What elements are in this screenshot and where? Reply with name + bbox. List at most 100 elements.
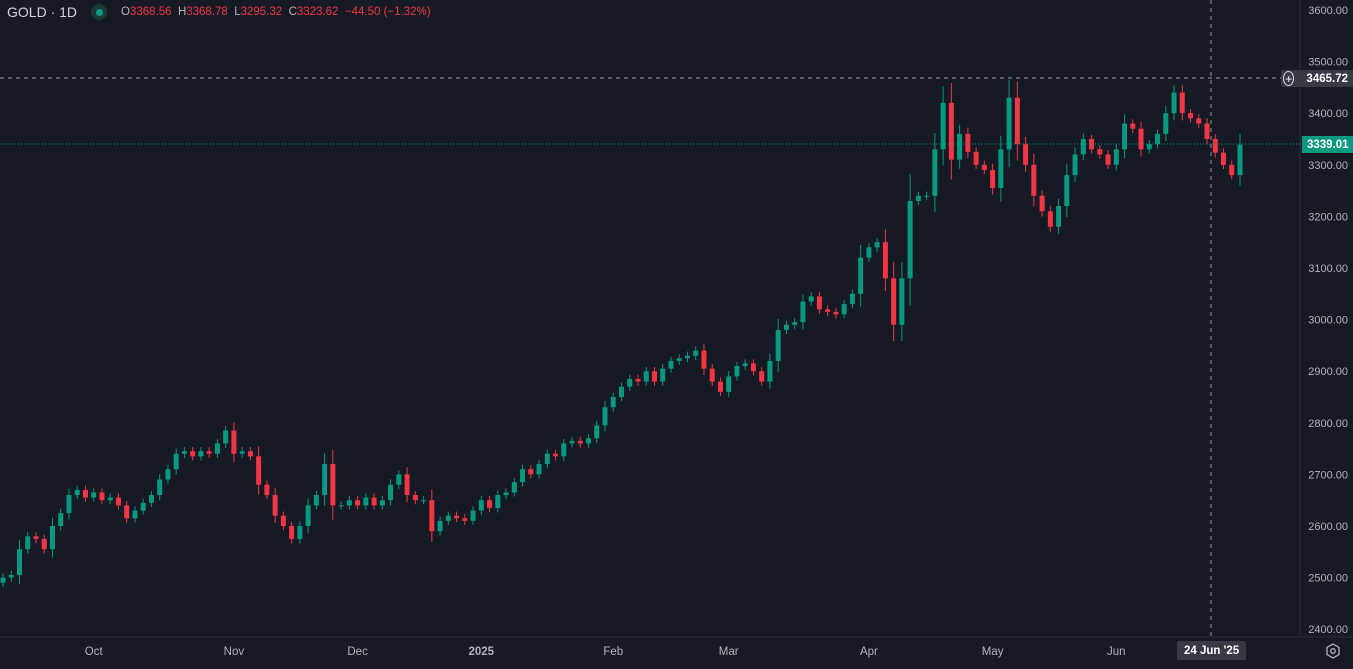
candle — [981, 160, 987, 175]
settings-icon[interactable] — [1325, 643, 1341, 659]
candle — [668, 356, 674, 373]
candle — [429, 489, 435, 542]
candle — [973, 147, 979, 170]
candle — [66, 488, 72, 520]
candle — [957, 124, 963, 169]
candle — [544, 449, 550, 469]
candle — [190, 447, 196, 461]
candle-body — [948, 102, 954, 160]
symbol-title[interactable]: GOLD · 1D — [7, 4, 78, 20]
candle-body — [676, 358, 682, 361]
price-tick-label: 3000.00 — [1308, 315, 1348, 327]
candle — [619, 382, 624, 402]
candle-body — [0, 577, 6, 583]
candle-body — [1155, 133, 1161, 145]
candle-body — [627, 378, 633, 387]
candle — [173, 448, 179, 475]
candle — [487, 496, 493, 513]
candle-body — [973, 151, 979, 165]
candle-body — [602, 407, 608, 426]
candle — [907, 173, 913, 306]
candle-body — [882, 242, 888, 279]
candle-body — [651, 371, 657, 382]
candle-body — [734, 366, 740, 377]
candle — [742, 359, 748, 371]
candle-body — [1221, 152, 1227, 165]
candle — [1130, 119, 1136, 133]
candle — [693, 346, 699, 360]
candle-body — [1229, 164, 1235, 176]
candle — [355, 496, 361, 510]
candle-body — [561, 443, 567, 457]
candle — [709, 364, 715, 387]
candle — [676, 354, 682, 366]
candle — [808, 292, 814, 306]
candle-body — [124, 505, 130, 519]
candle — [825, 305, 831, 316]
candle — [891, 262, 897, 342]
candle — [528, 465, 534, 479]
candle-body — [610, 397, 616, 408]
candle — [478, 496, 484, 515]
candle — [264, 480, 270, 500]
candle-body — [1105, 154, 1111, 165]
candle — [1006, 79, 1012, 168]
candle — [849, 289, 855, 309]
candle — [1188, 109, 1194, 123]
candle — [734, 361, 740, 381]
candle — [231, 422, 237, 462]
candle-body — [404, 474, 410, 496]
candle — [214, 439, 220, 458]
time-axis[interactable]: Oct Nov Dec 2025 Feb Mar Apr May Jun — [85, 646, 1126, 658]
candle — [684, 351, 690, 363]
candle-body — [553, 453, 559, 457]
candle — [882, 229, 888, 291]
candle — [841, 299, 847, 319]
candle — [346, 496, 352, 510]
candle-body — [544, 453, 550, 465]
candle — [1196, 114, 1202, 128]
last-price-label: 3339.01 — [1302, 136, 1353, 153]
candle — [181, 447, 187, 458]
candle — [520, 464, 526, 487]
candle — [750, 359, 756, 376]
candle — [651, 367, 657, 386]
candle — [553, 449, 559, 461]
candle — [874, 238, 880, 252]
time-tick-label: Jun — [1107, 646, 1126, 658]
candle-body — [569, 440, 575, 444]
add-alert-icon[interactable]: + — [1283, 71, 1295, 86]
candle-body — [1130, 123, 1136, 129]
candle — [157, 474, 163, 501]
candle — [412, 490, 418, 505]
candle — [280, 511, 286, 531]
candle-body — [74, 489, 80, 496]
candle — [1039, 190, 1045, 217]
candle — [511, 478, 517, 497]
candle-body — [338, 505, 344, 507]
candle-body — [462, 518, 468, 521]
candle — [33, 532, 39, 544]
candle-body — [511, 482, 517, 493]
candle-body — [874, 242, 880, 248]
candle-body — [915, 195, 921, 201]
candle — [470, 506, 476, 525]
candle — [660, 364, 666, 387]
candle — [1113, 143, 1119, 171]
candle-body — [132, 510, 138, 519]
price-tick-label: 3300.00 — [1308, 160, 1348, 172]
candle-body — [454, 515, 460, 519]
candle-body — [577, 440, 583, 444]
candle — [462, 514, 468, 525]
candle-body — [792, 322, 798, 325]
candle-body — [717, 381, 723, 392]
candle-body — [866, 247, 872, 258]
time-tick-label: Feb — [603, 646, 623, 658]
candle-body — [313, 495, 319, 506]
candle — [396, 470, 402, 489]
candle — [561, 438, 567, 461]
candle-body — [214, 443, 220, 454]
price-axis[interactable]: 3600.00 3500.00 3400.00 3300.00 3200.00 3100.… — [1308, 5, 1348, 636]
candle-body — [619, 386, 624, 397]
